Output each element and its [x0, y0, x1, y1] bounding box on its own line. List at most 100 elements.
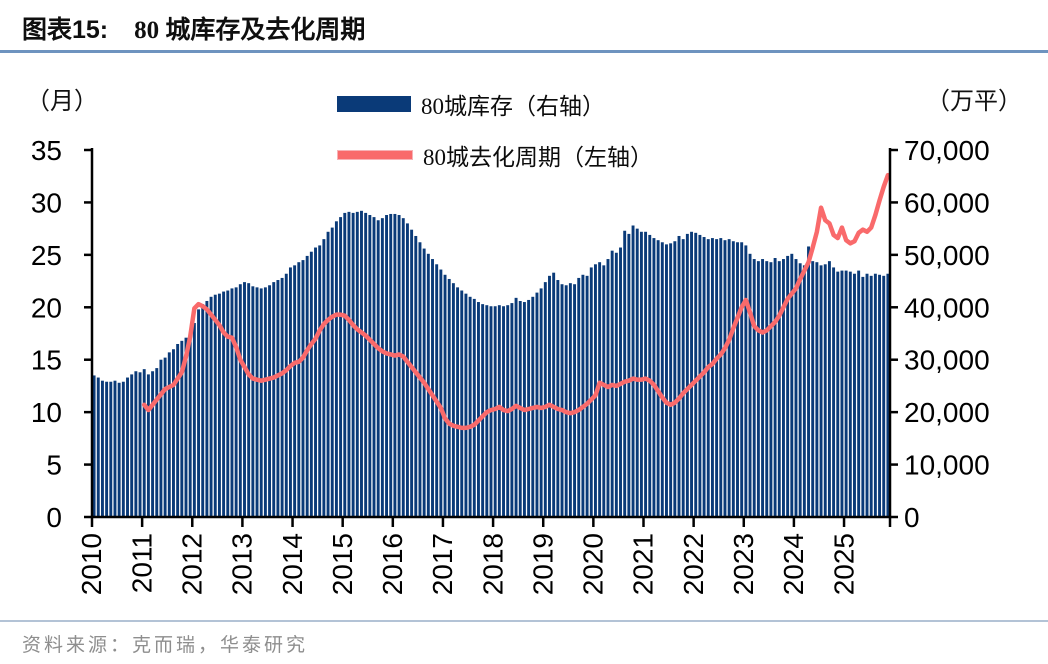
inventory-bar	[272, 282, 276, 517]
inventory-bar	[268, 285, 272, 517]
inventory-bar	[832, 267, 836, 517]
inventory-bar	[631, 225, 635, 517]
y-axis-right: 0 10,000 20,000 30,000 40,000 50,000 60,000 70,…	[890, 135, 990, 533]
inventory-bar	[284, 273, 288, 517]
inventory-bar	[560, 284, 564, 517]
inventory-bar	[151, 371, 155, 517]
inventory-bar	[539, 288, 543, 517]
inventory-bar	[167, 352, 171, 517]
inventory-bar	[472, 298, 476, 517]
x-tick-label: 2012	[177, 533, 208, 595]
y-tick-label-right: 50,000	[904, 240, 990, 271]
inventory-bar	[243, 282, 246, 517]
inventory-bar	[639, 231, 643, 518]
inventory-bar	[360, 210, 363, 517]
inventory-bar	[790, 253, 794, 517]
inventory-bar	[681, 239, 685, 517]
inventory-bar	[247, 283, 251, 517]
inventory-bar	[339, 217, 343, 518]
line-swatch-icon	[337, 150, 413, 160]
x-tick-label: 2017	[427, 533, 458, 595]
inventory-bar	[736, 242, 739, 517]
x-tick-label: 2016	[377, 533, 408, 595]
inventory-bar	[435, 264, 439, 517]
destocking-cycle-line	[141, 172, 891, 431]
legend-item-inventory: 80城库存（右轴）	[337, 87, 653, 121]
inventory-bar	[372, 217, 376, 518]
inventory-bar	[715, 239, 719, 517]
inventory-bar	[96, 377, 100, 517]
inventory-bar	[543, 282, 547, 517]
y-tick-label-right: 20,000	[904, 397, 990, 428]
inventory-bar	[447, 278, 451, 517]
y-tick-label-right: 0	[904, 502, 920, 533]
inventory-bar	[113, 380, 117, 517]
x-tick-label: 2020	[578, 533, 609, 595]
inventory-bar	[811, 261, 815, 517]
x-tick-label: 2023	[728, 533, 759, 595]
x-tick-label: 2019	[527, 533, 558, 595]
inventory-bar	[673, 241, 677, 518]
inventory-bar	[869, 275, 873, 517]
inventory-bar	[347, 211, 351, 517]
inventory-bar	[117, 382, 121, 517]
inventory-bar	[226, 290, 230, 517]
inventory-bar	[217, 293, 221, 517]
inventory-bar	[172, 349, 175, 517]
inventory-bar	[205, 300, 209, 517]
inventory-bar	[823, 264, 827, 517]
footer-divider	[0, 620, 1048, 622]
inventory-bar	[602, 265, 606, 517]
inventory-bar	[293, 265, 297, 517]
inventory-bar	[589, 267, 593, 517]
y-tick-label-left: 15	[31, 345, 62, 376]
inventory-bar	[109, 381, 113, 517]
inventory-bar	[288, 267, 292, 517]
inventory-bar	[460, 290, 464, 517]
inventory-bar	[635, 228, 639, 517]
inventory-bar	[431, 259, 434, 517]
inventory-bar	[552, 272, 556, 517]
inventory-bar	[314, 247, 317, 517]
legend-label: 80城库存（右轴）	[421, 94, 605, 119]
inventory-bar	[443, 274, 447, 517]
inventory-bar	[126, 377, 129, 517]
chart-title-prefix: 图表15:	[22, 16, 109, 44]
inventory-bar	[773, 258, 777, 517]
inventory-bar	[752, 259, 756, 517]
inventory-bar	[481, 304, 485, 517]
inventory-bar	[577, 277, 581, 517]
inventory-bar	[748, 253, 752, 517]
inventory-bar	[146, 374, 150, 517]
inventory-bar	[836, 271, 840, 517]
y-tick-label-right: 60,000	[904, 187, 990, 218]
x-tick-label: 2013	[227, 533, 258, 595]
inventory-bar	[201, 304, 205, 517]
inventory-bar	[105, 381, 109, 517]
inventory-bar	[794, 259, 798, 517]
inventory-bar	[777, 261, 781, 517]
inventory-bar	[251, 286, 255, 517]
inventory-bar	[92, 375, 96, 517]
inventory-bar	[827, 261, 831, 517]
x-axis: 2010 2011 2012 2013 2014 2015 2016 2017 2018 2019…	[76, 517, 892, 595]
inventory-bar	[556, 280, 560, 517]
inventory-bar	[548, 275, 551, 517]
inventory-bar	[815, 262, 819, 517]
inventory-bar	[782, 259, 785, 517]
inventory-bar	[213, 294, 217, 517]
inventory-bar	[865, 273, 869, 517]
x-tick-label: 2011	[126, 533, 157, 593]
inventory-bar	[184, 337, 188, 517]
inventory-bar	[652, 238, 656, 517]
x-tick-label: 2018	[477, 533, 508, 595]
inventory-bar	[853, 273, 856, 517]
inventory-bar	[878, 274, 882, 517]
inventory-bar	[397, 215, 401, 517]
inventory-bar	[138, 372, 142, 517]
inventory-bar	[744, 245, 748, 518]
inventory-bar	[769, 262, 773, 517]
inventory-bar	[623, 230, 627, 518]
title-underline	[0, 50, 1048, 53]
